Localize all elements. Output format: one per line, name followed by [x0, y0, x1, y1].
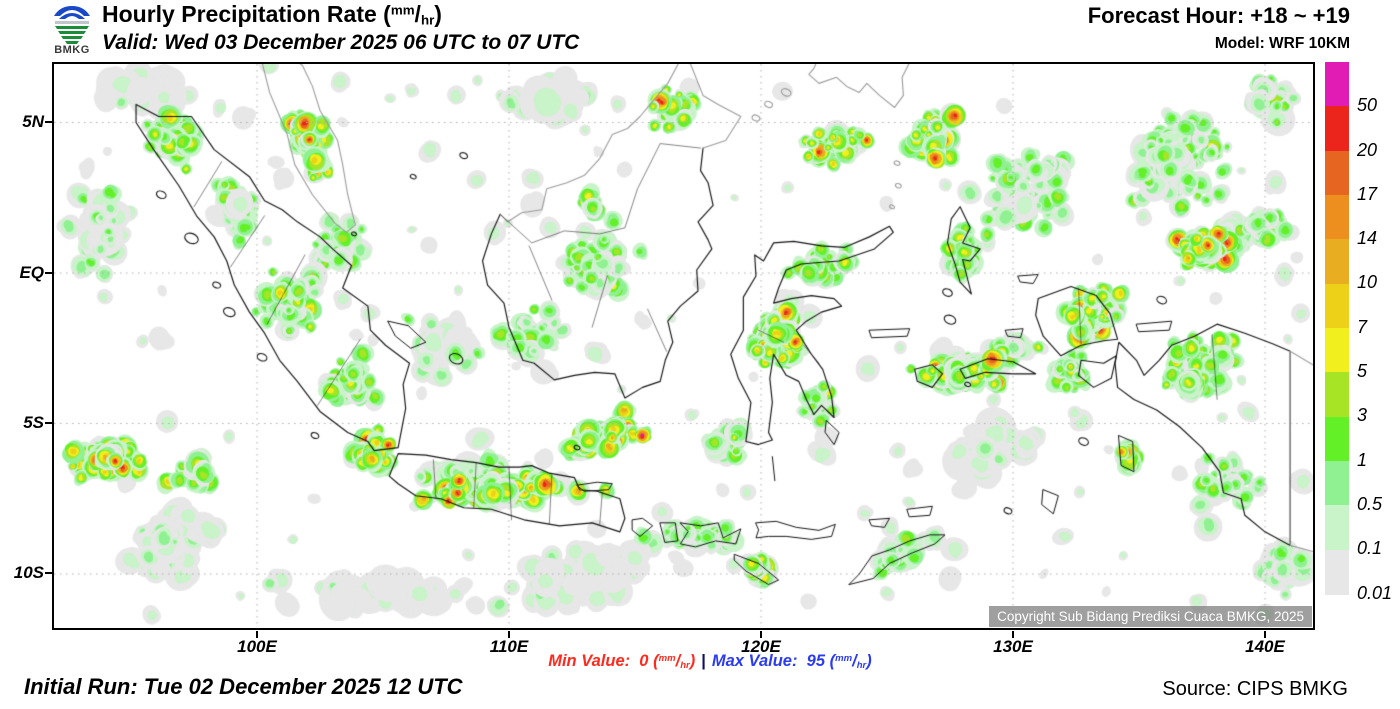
y-tick — [45, 121, 52, 123]
legend-swatch — [1325, 239, 1349, 284]
x-tick — [1012, 631, 1014, 638]
title-text: Hourly Precipitation Rate — [102, 1, 377, 27]
y-tick — [45, 572, 52, 574]
forecast-hour-text: Forecast Hour: +18 ~ +19 — [1087, 3, 1350, 28]
copyright-watermark: Copyright Sub Bidang Prediksi Cuaca BMKG… — [989, 606, 1312, 627]
source-text: Source: CIPS BMKG — [1162, 678, 1348, 700]
y-axis-label: 10S — [13, 563, 44, 582]
x-tick — [1264, 631, 1266, 638]
valid-time-text: Valid: Wed 03 December 2025 06 UTC to 07… — [102, 31, 580, 54]
legend-value: 14 — [1357, 228, 1378, 248]
x-tick — [256, 631, 258, 638]
x-axis-label: 100E — [237, 637, 277, 656]
legend-value: 7 — [1357, 317, 1368, 337]
legend-swatch — [1325, 505, 1349, 550]
y-tick — [45, 272, 52, 274]
legend-value: 0.5 — [1357, 494, 1383, 514]
x-axis-label: 140E — [1245, 637, 1285, 656]
title-block: Hourly Precipitation Rate (mm/hr) Valid:… — [102, 1, 579, 55]
x-axis-label: 130E — [993, 637, 1033, 656]
legend-value: 1 — [1357, 450, 1368, 470]
bmkg-logo: BMKG — [44, 2, 100, 60]
legend-value: 10 — [1357, 272, 1378, 292]
legend-value: 17 — [1357, 184, 1378, 204]
legend-swatch — [1325, 417, 1349, 462]
legend-value: 50 — [1357, 95, 1378, 115]
map-area: Copyright Sub Bidang Prediksi Cuaca BMKG… — [52, 62, 1315, 630]
map-canvas — [54, 64, 1313, 628]
y-axis-label: 5N — [22, 112, 44, 131]
legend-value: 3 — [1357, 405, 1368, 425]
x-axis-label: 120E — [741, 637, 781, 656]
x-axis-label: 110E — [489, 637, 529, 656]
y-axis-label: 5S — [23, 413, 44, 432]
legend-swatch — [1325, 550, 1349, 595]
max-value-text: Max Value: 95 (mm/hr) — [711, 652, 872, 671]
legend-value: 20 — [1357, 140, 1378, 160]
y-tick — [45, 422, 52, 424]
min-max-row: Min Value: 0 (mm/hr) | Max Value: 95 (mm/h… — [440, 652, 980, 671]
x-tick — [760, 631, 762, 638]
legend-swatch — [1325, 461, 1349, 506]
legend-value: 0.01 — [1357, 583, 1393, 603]
legend-swatch — [1325, 106, 1349, 151]
legend-value: 0.1 — [1357, 538, 1383, 558]
forecast-info-block: Forecast Hour: +18 ~ +19 Model: WRF 10KM — [1088, 3, 1350, 53]
legend-swatch — [1325, 62, 1349, 107]
legend-swatch — [1325, 372, 1349, 417]
model-text: Model: WRF 10KM — [1214, 35, 1350, 52]
legend-value: 5 — [1357, 361, 1368, 381]
legend-swatch — [1325, 195, 1349, 240]
title-unit: (mm/hr) — [383, 1, 442, 28]
legend-swatch — [1325, 328, 1349, 373]
legend-swatch — [1325, 284, 1349, 329]
y-axis-label: EQ — [19, 263, 44, 282]
min-value-text: Min Value: 0 (mm/hr) — [548, 652, 696, 671]
legend-swatch — [1325, 151, 1349, 196]
page-title: Hourly Precipitation Rate (mm/hr) — [102, 1, 579, 28]
initial-run-text: Initial Run: Tue 02 December 2025 12 UTC — [24, 674, 463, 699]
bmkg-logo-icon — [54, 6, 90, 44]
bmkg-logo-text: BMKG — [54, 44, 90, 56]
separator: | — [701, 652, 706, 670]
x-tick — [508, 631, 510, 638]
